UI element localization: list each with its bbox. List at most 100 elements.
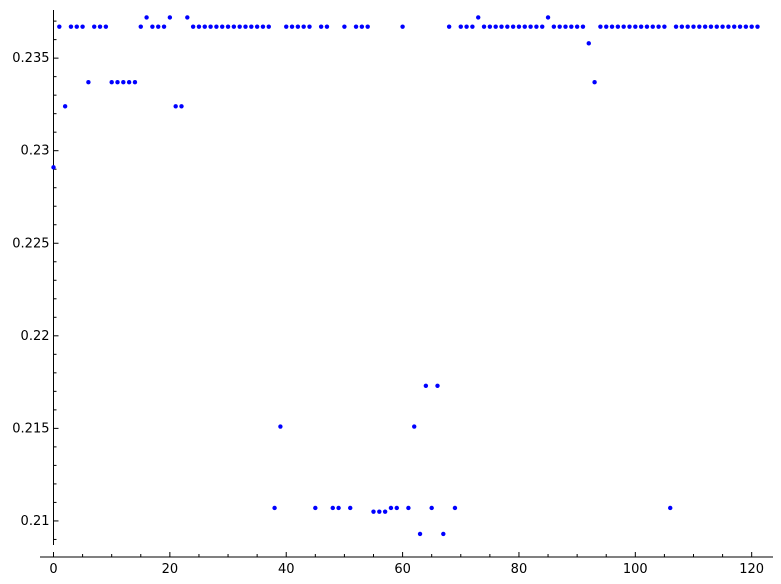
data-point <box>528 24 533 29</box>
data-point <box>62 104 68 109</box>
data-point <box>68 24 74 29</box>
y-tick-label: 0.22 <box>21 329 50 344</box>
data-point <box>720 24 725 29</box>
data-point <box>92 24 97 29</box>
data-point <box>249 24 254 29</box>
data-point <box>214 24 219 29</box>
data-point <box>586 41 591 46</box>
data-point <box>569 24 574 29</box>
y-ticks: 0.21 0.215 0.22 0.225 0.23 0.235 <box>12 20 59 540</box>
data-point <box>173 104 178 109</box>
data-point <box>516 24 522 29</box>
data-point <box>668 505 673 511</box>
data-point <box>348 505 353 511</box>
data-point <box>673 24 679 29</box>
data-point <box>51 165 56 170</box>
data-point <box>167 15 173 20</box>
data-point <box>225 24 231 29</box>
data-point <box>633 24 638 29</box>
data-point <box>353 24 359 29</box>
data-point <box>97 24 103 29</box>
data-point <box>202 24 207 29</box>
data-point <box>441 531 446 537</box>
data-point <box>563 24 568 29</box>
y-tick-label: 0.21 <box>21 514 50 529</box>
data-point <box>481 24 487 29</box>
data-point <box>470 24 475 29</box>
x-tick-label: 100 <box>623 562 648 577</box>
data-point <box>144 15 149 20</box>
data-point <box>237 24 242 29</box>
data-point <box>452 505 458 511</box>
data-point <box>412 424 417 429</box>
data-point <box>435 383 440 388</box>
data-point <box>161 24 167 29</box>
data-point <box>196 24 202 29</box>
data-point <box>307 24 312 29</box>
data-point <box>208 24 213 29</box>
data-point <box>621 24 626 29</box>
data-point <box>394 505 399 511</box>
data-point <box>388 505 394 511</box>
data-point <box>156 24 161 29</box>
x-tick-label: 20 <box>162 562 179 577</box>
data-point <box>702 24 708 29</box>
data-point <box>138 24 143 29</box>
data-point <box>406 505 411 511</box>
data-point <box>604 24 609 29</box>
data-point <box>86 79 91 85</box>
x-tick-label: 60 <box>394 562 411 577</box>
data-point <box>417 531 423 537</box>
data-point <box>231 24 237 29</box>
data-point <box>243 24 248 29</box>
data-point <box>365 24 370 29</box>
data-point <box>685 24 690 29</box>
data-point <box>359 24 365 29</box>
data-point <box>580 24 586 29</box>
data-point <box>254 24 260 29</box>
x-tick-label: 80 <box>511 562 528 577</box>
data-point <box>476 15 481 20</box>
data-point <box>656 24 661 29</box>
x-tick-label: 120 <box>739 562 764 577</box>
x-tick-label: 0 <box>49 562 57 577</box>
data-point <box>377 509 382 514</box>
data-point <box>732 24 737 29</box>
data-point <box>697 24 702 29</box>
data-point <box>540 24 545 29</box>
data-point <box>109 79 114 85</box>
data-points <box>51 15 760 537</box>
data-point <box>522 24 527 29</box>
data-point <box>330 505 335 511</box>
data-point <box>545 15 551 20</box>
data-point <box>295 24 301 29</box>
data-point <box>557 24 562 29</box>
data-point <box>301 24 306 29</box>
data-point <box>382 509 388 514</box>
data-point <box>132 79 138 85</box>
data-point <box>126 79 132 85</box>
x-tick-label: 40 <box>278 562 295 577</box>
data-point <box>318 24 324 29</box>
data-point <box>609 24 615 29</box>
data-point <box>598 24 603 29</box>
data-point <box>458 24 463 29</box>
data-point <box>737 24 743 29</box>
data-point <box>464 24 469 29</box>
y-tick-label: 0.215 <box>12 421 49 436</box>
data-point <box>726 24 731 29</box>
data-point <box>278 424 283 429</box>
data-point <box>755 24 760 29</box>
data-point <box>423 383 429 388</box>
data-point <box>499 24 504 29</box>
data-point <box>342 24 347 29</box>
data-point <box>534 24 539 29</box>
data-point <box>505 24 510 29</box>
data-point <box>190 24 196 29</box>
data-point <box>115 79 120 85</box>
data-point <box>260 24 266 29</box>
data-point <box>708 24 714 29</box>
data-point <box>743 24 749 29</box>
y-tick-label: 0.225 <box>12 236 49 251</box>
